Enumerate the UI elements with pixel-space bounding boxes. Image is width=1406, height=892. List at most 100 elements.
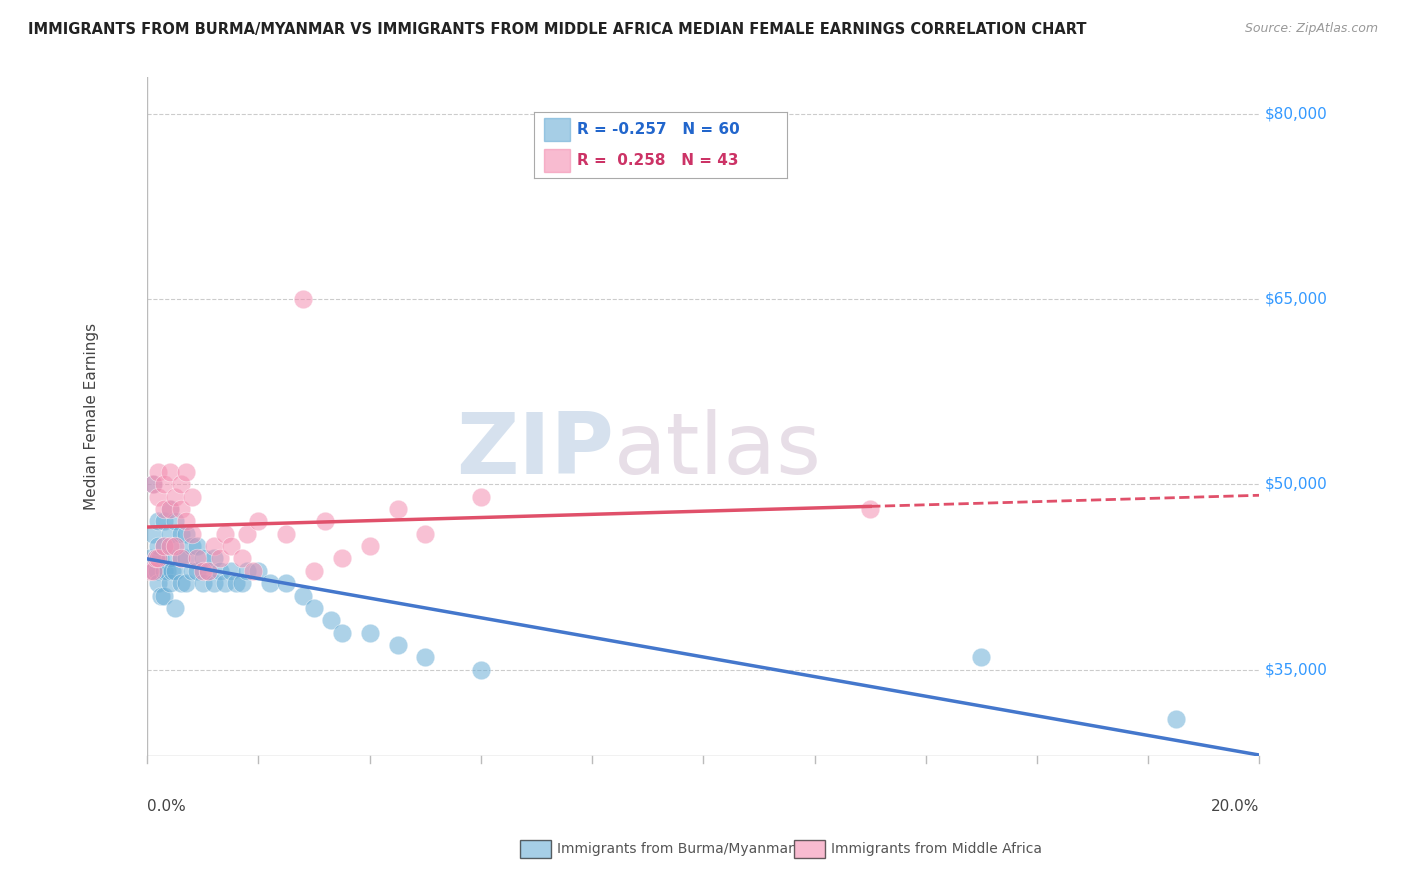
Point: [314, 515, 336, 529]
Point: [231, 551, 253, 566]
Point: [156, 564, 179, 578]
Point: [142, 477, 165, 491]
Point: [153, 564, 176, 578]
Point: [165, 515, 187, 529]
Point: [141, 564, 163, 578]
Point: [174, 576, 197, 591]
Point: [148, 576, 170, 591]
Text: ZIP: ZIP: [457, 409, 614, 492]
Point: [142, 564, 165, 578]
Point: [219, 539, 242, 553]
Point: [247, 515, 270, 529]
Point: [159, 539, 181, 553]
Point: [276, 576, 298, 591]
Point: [165, 539, 187, 553]
Point: [153, 539, 176, 553]
Text: atlas: atlas: [614, 409, 823, 492]
Point: [319, 613, 342, 627]
Point: [153, 539, 176, 553]
Text: $35,000: $35,000: [1265, 662, 1327, 677]
Point: [470, 663, 492, 677]
Point: [413, 526, 436, 541]
Text: Immigrants from Middle Africa: Immigrants from Middle Africa: [831, 842, 1042, 856]
Point: [302, 564, 325, 578]
Point: [387, 502, 409, 516]
Point: [142, 526, 165, 541]
Point: [169, 502, 191, 516]
Point: [413, 650, 436, 665]
Point: [180, 490, 202, 504]
Point: [180, 539, 202, 553]
Point: [330, 551, 353, 566]
Point: [214, 526, 236, 541]
Point: [330, 625, 353, 640]
Text: 0.0%: 0.0%: [148, 799, 186, 814]
Point: [247, 564, 270, 578]
Bar: [544, 119, 569, 141]
Point: [1164, 712, 1187, 726]
Text: Immigrants from Burma/Myanmar: Immigrants from Burma/Myanmar: [557, 842, 793, 856]
Point: [169, 551, 191, 566]
Point: [174, 465, 197, 479]
Point: [169, 477, 191, 491]
Point: [359, 625, 381, 640]
Point: [159, 502, 181, 516]
Point: [159, 576, 181, 591]
Point: [291, 293, 314, 307]
Point: [165, 490, 187, 504]
Point: [159, 465, 181, 479]
Point: [153, 477, 176, 491]
Point: [169, 551, 191, 566]
Point: [387, 638, 409, 652]
Text: Median Female Earnings: Median Female Earnings: [84, 323, 100, 510]
Text: $80,000: $80,000: [1265, 107, 1327, 122]
Point: [174, 551, 197, 566]
Point: [359, 539, 381, 553]
Point: [165, 564, 187, 578]
Text: Source: ZipAtlas.com: Source: ZipAtlas.com: [1244, 22, 1378, 36]
Point: [859, 502, 882, 516]
Point: [148, 551, 170, 566]
Point: [202, 539, 225, 553]
Point: [208, 564, 231, 578]
Point: [139, 551, 162, 566]
Point: [145, 551, 167, 566]
Point: [191, 564, 214, 578]
Point: [159, 526, 181, 541]
Point: [236, 564, 259, 578]
Point: [174, 515, 197, 529]
Text: 20.0%: 20.0%: [1211, 799, 1260, 814]
Text: R =  0.258   N = 43: R = 0.258 N = 43: [578, 153, 738, 168]
Point: [202, 551, 225, 566]
Point: [148, 539, 170, 553]
Point: [302, 600, 325, 615]
Point: [470, 490, 492, 504]
Point: [148, 490, 170, 504]
Text: IMMIGRANTS FROM BURMA/MYANMAR VS IMMIGRANTS FROM MIDDLE AFRICA MEDIAN FEMALE EAR: IMMIGRANTS FROM BURMA/MYANMAR VS IMMIGRA…: [28, 22, 1087, 37]
Point: [197, 564, 219, 578]
Text: $65,000: $65,000: [1265, 292, 1327, 307]
Point: [169, 526, 191, 541]
Point: [225, 576, 247, 591]
Point: [970, 650, 993, 665]
Point: [153, 515, 176, 529]
Point: [219, 564, 242, 578]
Point: [150, 589, 173, 603]
Point: [162, 564, 184, 578]
Point: [165, 539, 187, 553]
Point: [153, 589, 176, 603]
Point: [148, 551, 170, 566]
Text: R = -0.257   N = 60: R = -0.257 N = 60: [578, 122, 740, 137]
Point: [139, 564, 162, 578]
Point: [186, 539, 208, 553]
Point: [165, 600, 187, 615]
Point: [186, 564, 208, 578]
Point: [145, 551, 167, 566]
Point: [236, 526, 259, 541]
Point: [186, 551, 208, 566]
Point: [202, 576, 225, 591]
Point: [242, 564, 264, 578]
Point: [197, 564, 219, 578]
Point: [291, 589, 314, 603]
Point: [159, 502, 181, 516]
